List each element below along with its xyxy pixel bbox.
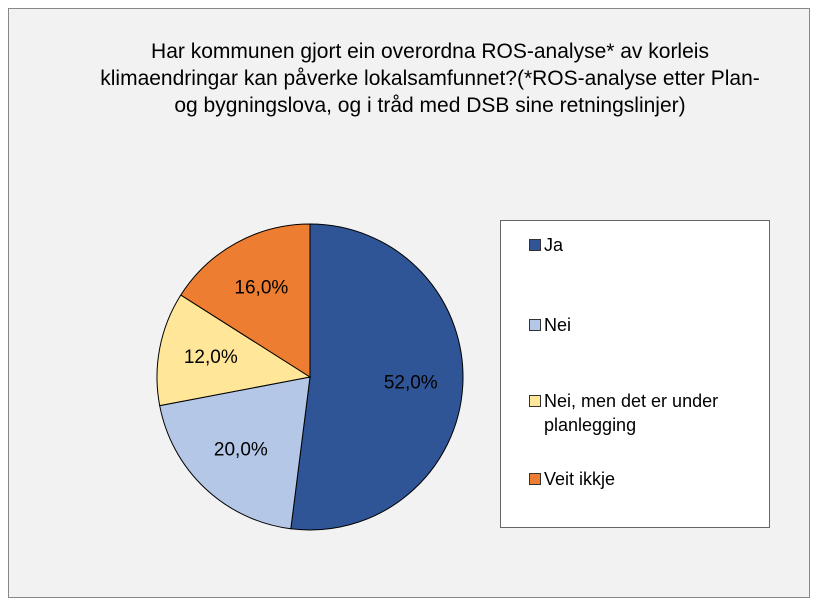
legend-label: Ja [544,235,564,255]
data-label: 16,0% [234,278,288,299]
data-label: 20,0% [214,440,268,461]
data-label: 52,0% [384,372,438,393]
legend-swatch [529,473,541,485]
chart-title: Har kommunen gjort ein overordna ROS-ana… [100,40,760,117]
pie-slice [290,223,464,531]
data-label: 12,0% [184,347,238,368]
legend-item: Ja [529,233,759,257]
legend-label: Veit ikkje [544,469,616,489]
pie-slice [180,223,311,378]
legend-item: Nei [529,313,759,337]
legend-item: Nei, men det er under planlegging [529,389,759,437]
legend-label: Nei, men det er under planlegging [544,391,719,435]
legend-swatch [529,239,541,251]
legend: Ja Nei Nei, men det er under planlegging Ve… [500,220,770,528]
pie-slice [156,294,312,407]
legend-item: Veit ikkje [529,467,759,491]
pie-slice [159,376,311,530]
legend-swatch [529,319,541,331]
legend-label: Nei [544,315,572,335]
legend-swatch [529,395,541,407]
